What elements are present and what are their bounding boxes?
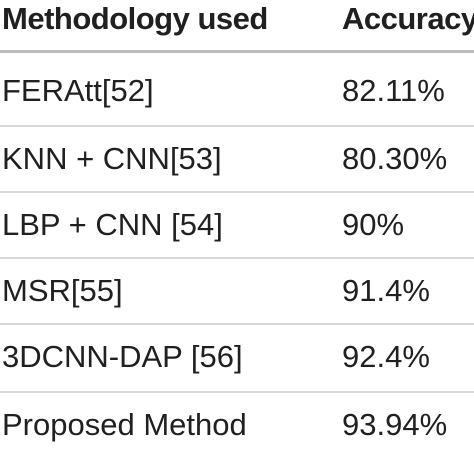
methodology-cell: Proposed Method <box>2 407 247 442</box>
methodology-cell: MSR[55] <box>2 273 123 308</box>
accuracy-cell: 82.11% <box>342 73 445 108</box>
table-row: MSR[55] 91.4% <box>0 259 474 322</box>
accuracy-cell: 91.4% <box>342 273 430 308</box>
header-methodology: Methodology used <box>2 1 268 36</box>
table-row: 3DCNN-DAP [56] 92.4% <box>0 325 474 388</box>
methodology-cell: KNN + CNN[53] <box>2 141 222 176</box>
accuracy-cell: 93.94% <box>342 407 448 442</box>
row-divider <box>0 391 474 393</box>
accuracy-cell: 92.4% <box>342 339 430 374</box>
row-divider <box>0 257 474 259</box>
table-row: LBP + CNN [54] 90% <box>0 193 474 256</box>
table-row: Proposed Method 93.94% <box>0 393 474 456</box>
methodology-cell: 3DCNN-DAP [56] <box>2 339 243 374</box>
table-row: KNN + CNN[53] 80.30% <box>0 127 474 190</box>
methodology-cell: LBP + CNN [54] <box>2 207 223 242</box>
results-table: Methodology used Accuracy FERAtt[52] 82.… <box>0 0 474 442</box>
row-divider <box>0 191 474 193</box>
row-divider <box>0 125 474 127</box>
accuracy-cell: 90% <box>342 207 405 242</box>
header-accuracy: Accuracy <box>342 1 474 36</box>
methodology-cell: FERAtt[52] <box>2 73 154 108</box>
accuracy-cell: 80.30% <box>342 141 448 176</box>
table-row: FERAtt[52] 82.11% <box>0 59 474 122</box>
table-header-row: Methodology used Accuracy <box>0 0 474 50</box>
row-divider <box>0 323 474 325</box>
header-divider <box>0 50 474 53</box>
